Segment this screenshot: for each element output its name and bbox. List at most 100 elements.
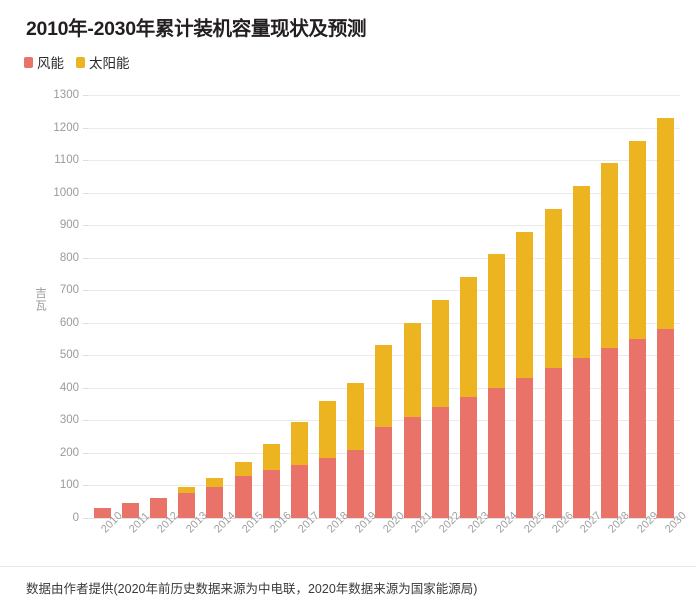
bar-column[interactable]: 2019 [342, 95, 379, 535]
bar-column[interactable]: 2030 [652, 95, 689, 535]
bar-stack[interactable] [178, 95, 196, 518]
bar-column[interactable]: 2017 [285, 95, 322, 535]
bar-segment-solar[interactable] [516, 231, 534, 378]
bar-segment-wind[interactable] [460, 397, 478, 518]
bar-segment-solar[interactable] [431, 300, 449, 408]
bar-segment-solar[interactable] [234, 462, 252, 477]
bar-segment-solar[interactable] [149, 497, 167, 499]
bar-stack[interactable] [572, 95, 590, 518]
y-axis-tick-mark [83, 355, 88, 357]
bar-column[interactable]: 2024 [483, 95, 520, 535]
bar-segment-solar[interactable] [488, 254, 506, 388]
bar-column[interactable]: 2026 [539, 95, 576, 535]
bar-segment-wind[interactable] [516, 377, 534, 518]
bar-stack[interactable] [431, 95, 449, 518]
bar-segment-solar[interactable] [375, 345, 393, 427]
bar-segment-solar[interactable] [629, 140, 647, 339]
page-title: 2010年-2030年累计装机容量现状及预测 [26, 18, 367, 40]
bar-column[interactable]: 2021 [398, 95, 435, 535]
bar-segment-solar[interactable] [544, 208, 562, 368]
bar-column[interactable]: 2023 [454, 95, 491, 535]
bar-segment-wind[interactable] [93, 508, 111, 518]
y-axis-tick-mark [83, 452, 88, 454]
bar-segment-wind[interactable] [149, 498, 167, 518]
bar-stack[interactable] [516, 95, 534, 518]
footnote: 数据由作者提供(2020年前历史数据来源为中电联，2020年数据来源为国家能源局… [26, 582, 478, 596]
bar-column[interactable]: 2018 [314, 95, 350, 535]
y-axis-tick-label: 1100 [54, 154, 79, 167]
legend-label-solar: 太阳能 [89, 56, 130, 71]
bar-column[interactable]: 2029 [624, 95, 660, 535]
bar-segment-solar[interactable] [290, 422, 308, 465]
bar-segment-solar[interactable] [657, 117, 675, 329]
bar-segment-wind[interactable] [657, 328, 675, 518]
gridline: 800 [60, 252, 680, 264]
bar-segment-solar[interactable] [347, 383, 365, 450]
bar-column[interactable]: 2020 [370, 95, 407, 535]
bar-column[interactable]: 2014 [201, 95, 238, 535]
bar-column[interactable]: 2025 [511, 95, 548, 535]
bar-segment-solar[interactable] [206, 478, 224, 487]
bar-segment-wind[interactable] [234, 476, 252, 518]
bar-segment-solar[interactable] [572, 186, 590, 359]
bar-segment-wind[interactable] [629, 338, 647, 518]
bar-segment-wind[interactable] [431, 407, 449, 518]
bar-column[interactable]: 2013 [173, 95, 209, 535]
bar-stack[interactable] [347, 95, 365, 518]
bar-stack[interactable] [460, 95, 478, 518]
bar-segment-wind[interactable] [488, 387, 506, 518]
gridline: 1000 [53, 187, 680, 199]
bar-stack[interactable] [206, 95, 224, 518]
bar-stack[interactable] [93, 95, 111, 518]
legend-item-wind[interactable]: 风能 [24, 52, 64, 72]
bar-segment-wind[interactable] [290, 464, 308, 518]
bar-column[interactable]: 2015 [229, 95, 266, 535]
bar-stack[interactable] [403, 95, 421, 518]
y-axis-tick-label: 400 [59, 381, 79, 394]
bar-segment-wind[interactable] [121, 503, 139, 518]
legend-swatch-solar [76, 56, 85, 68]
bar-stack[interactable] [319, 95, 337, 518]
bar-segment-wind[interactable] [544, 368, 562, 518]
bar-stack[interactable] [262, 95, 280, 518]
bar-column[interactable]: 2010 [88, 95, 125, 535]
legend-item-solar[interactable]: 太阳能 [76, 52, 130, 72]
y-axis-tick-label: 1200 [53, 121, 79, 134]
bar-stack[interactable] [290, 95, 308, 518]
bar-segment-solar[interactable] [600, 163, 618, 349]
gridline: 1200 [53, 122, 680, 134]
bar-segment-wind[interactable] [262, 469, 280, 518]
bar-column[interactable]: 2028 [595, 95, 632, 535]
bar-stack[interactable] [544, 95, 562, 518]
bar-segment-solar[interactable] [262, 444, 280, 470]
bar-column[interactable]: 2027 [567, 95, 604, 535]
bar-segment-wind[interactable] [375, 426, 393, 518]
bar-stack[interactable] [375, 95, 393, 518]
legend-swatch-wind [24, 56, 33, 68]
bar-stack[interactable] [488, 95, 506, 518]
bar-segment-wind[interactable] [206, 486, 224, 518]
bar-column[interactable]: 2022 [426, 95, 463, 535]
bar-segment-solar[interactable] [403, 322, 421, 417]
bar-stack[interactable] [234, 95, 252, 518]
bar-segment-solar[interactable] [460, 277, 478, 398]
bar-segment-wind[interactable] [572, 358, 590, 518]
bar-column[interactable]: 2012 [144, 95, 181, 535]
bar-segment-solar[interactable] [178, 487, 196, 494]
bar-column[interactable]: 2011 [116, 95, 152, 535]
gridline: 700 [60, 284, 680, 296]
bar-segment-solar[interactable] [319, 401, 337, 459]
bar-segment-wind[interactable] [600, 348, 618, 518]
bar-column[interactable]: 2016 [257, 95, 294, 535]
bar-segment-wind[interactable] [403, 416, 421, 518]
footer-divider [0, 566, 696, 567]
bar-segment-wind[interactable] [319, 458, 337, 518]
bar-stack[interactable] [600, 95, 618, 518]
bar-segment-wind[interactable] [347, 449, 365, 518]
bar-segment-wind[interactable] [178, 493, 196, 518]
bar-stack[interactable] [149, 95, 167, 518]
bar-stack[interactable] [629, 95, 647, 518]
y-axis-title: 吉瓦 [34, 287, 46, 312]
bar-stack[interactable] [121, 95, 139, 518]
bar-stack[interactable] [657, 95, 675, 518]
